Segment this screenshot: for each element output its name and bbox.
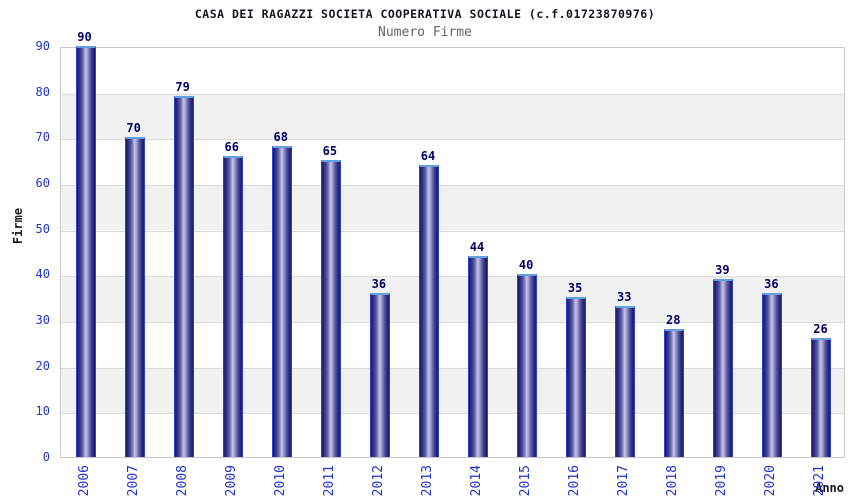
bar-value-label: 68 (273, 130, 288, 145)
x-tick-label: 2009 (223, 465, 239, 497)
bar-value-label: 36 (764, 276, 779, 291)
bar (222, 155, 243, 457)
bar-value-label: 33 (616, 290, 632, 305)
y-tick-label: 10 (35, 404, 50, 419)
plot-area (60, 46, 845, 458)
x-tick-label: 2007 (125, 465, 141, 497)
bar (173, 96, 194, 457)
x-axis-title: Anno (815, 481, 844, 495)
x-tick-label: 2018 (665, 465, 681, 497)
gridline (61, 367, 844, 369)
y-tick-label: 90 (35, 39, 50, 53)
bar (320, 160, 341, 457)
bar (664, 329, 685, 457)
y-tick-label: 80 (35, 84, 50, 99)
gridline (61, 185, 844, 186)
bar-value-label: 26 (813, 322, 828, 337)
gridline (61, 139, 844, 141)
bar-value-label: 79 (175, 80, 190, 95)
x-tick-label: 2019 (714, 465, 730, 497)
bar (418, 164, 439, 457)
bar (713, 278, 734, 457)
bar (762, 292, 783, 457)
bar (369, 292, 390, 457)
x-tick-label: 2012 (370, 465, 386, 497)
y-tick-label: 40 (35, 267, 50, 282)
bar-value-label: 36 (371, 276, 387, 291)
bar (468, 256, 489, 457)
y-tick-label: 20 (35, 358, 50, 373)
bar (566, 297, 587, 457)
y-tick-label: 0 (42, 450, 50, 464)
gridline (61, 93, 844, 95)
x-tick-label: 2016 (567, 465, 583, 497)
x-tick-label: 2010 (272, 465, 288, 497)
x-tick-label: 2006 (76, 465, 92, 497)
x-tick-label: 2015 (518, 465, 534, 497)
bar (615, 306, 636, 457)
bar-value-label: 64 (420, 148, 436, 163)
bar (517, 274, 538, 457)
bar (811, 338, 832, 457)
bar (75, 46, 96, 457)
bar-value-label: 39 (715, 262, 730, 277)
x-tick-label: 2020 (763, 465, 779, 497)
bar (271, 146, 292, 457)
page-title: CASA DEI RAGAZZI SOCIETA COOPERATIVA SOC… (194, 7, 656, 21)
bar-value-label: 66 (224, 139, 239, 154)
bar-value-label: 65 (322, 144, 338, 159)
y-tick-label: 50 (35, 221, 50, 236)
x-tick-label: 2014 (469, 465, 485, 497)
x-tick-label: 2021 (812, 465, 828, 497)
y-tick-label: 70 (35, 130, 50, 145)
gridline (61, 276, 844, 278)
x-tick-label: 2017 (616, 465, 632, 497)
bar-value-label: 28 (666, 313, 681, 328)
gridline (61, 413, 844, 415)
x-tick-label: 2011 (321, 465, 337, 497)
bar-value-label: 35 (567, 281, 583, 296)
bar (124, 137, 145, 457)
x-tick-label: 2013 (419, 465, 435, 497)
gridline (61, 322, 844, 323)
bar-value-label: 70 (126, 121, 141, 136)
y-tick-label: 60 (35, 176, 50, 190)
gridline (61, 230, 844, 232)
bar-value-label: 44 (469, 240, 485, 255)
y-tick-label: 30 (35, 313, 50, 327)
bar-value-label: 40 (518, 258, 534, 273)
page-subtitle: Numero Firme (378, 25, 472, 40)
bar-value-label: 90 (77, 30, 92, 44)
x-tick-label: 2008 (174, 465, 190, 497)
